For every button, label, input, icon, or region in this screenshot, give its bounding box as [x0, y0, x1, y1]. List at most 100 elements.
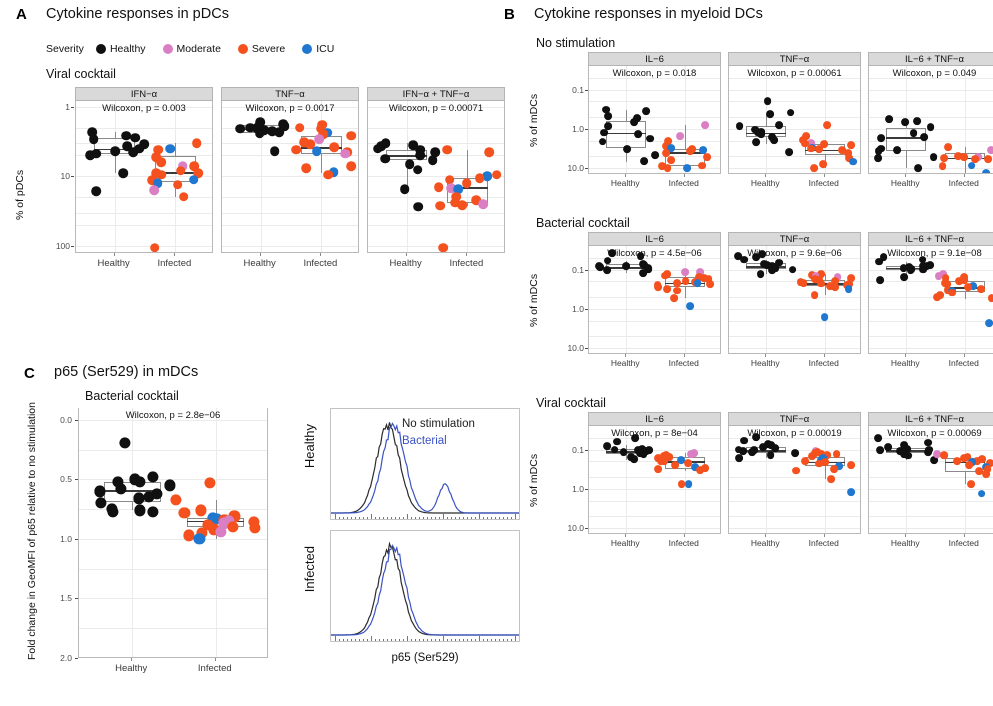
box-rect [886, 127, 927, 152]
axis-tick [443, 514, 444, 519]
axis-tick [407, 636, 408, 641]
gridline [589, 101, 720, 103]
gridline [729, 516, 860, 518]
gridline [589, 461, 720, 463]
x-tick-mark [466, 253, 468, 256]
data-point [658, 162, 667, 171]
data-point [899, 273, 908, 281]
data-point [661, 271, 670, 280]
data-point [810, 291, 819, 300]
y-tick-mark [71, 246, 74, 248]
y-tick-mark [585, 128, 588, 130]
gridline-vertical [175, 101, 177, 252]
x-tick-mark [405, 253, 407, 256]
histogram-trace [331, 541, 519, 636]
data-point [981, 469, 990, 478]
axis-tick [403, 638, 404, 641]
data-point [598, 137, 607, 146]
x-axis-label: Infected [808, 358, 839, 368]
data-point [913, 117, 921, 126]
axis-tick [379, 516, 380, 519]
data-point [893, 145, 902, 154]
gridline [869, 500, 993, 502]
facet-plot-area: Wilcoxon, p = 0.00069 [868, 426, 993, 534]
box-whisker [406, 143, 408, 150]
gridline [76, 106, 212, 108]
data-point [249, 522, 261, 534]
data-point [178, 507, 191, 519]
box-whisker [766, 136, 768, 144]
box-median-line [886, 137, 927, 139]
y-tick-label: 1.0 [572, 303, 584, 314]
facet-plot-area: Wilcoxon, p = 0.0017 [221, 101, 359, 253]
x-tick-mark [683, 174, 685, 177]
pvalue-label: Wilcoxon, p = 0.003 [102, 103, 186, 114]
axis-tick [491, 638, 492, 641]
data-point [602, 105, 611, 114]
data-point [247, 516, 260, 528]
gridline [76, 176, 212, 178]
data-point [671, 461, 680, 470]
data-point [660, 451, 669, 460]
x-tick-mark [259, 253, 261, 256]
legend-swatch-icu [302, 44, 313, 54]
data-point [450, 197, 461, 208]
gridline-vertical [114, 101, 116, 252]
axis-tick [463, 638, 464, 641]
panel-b-ylabel: % of mDCs [528, 273, 540, 327]
box-whisker [406, 160, 408, 190]
box-whisker [321, 153, 323, 174]
x-axis-label: Healthy [610, 178, 640, 188]
x-axis-label: Infected [668, 178, 699, 188]
data-point [699, 146, 708, 155]
facet-plot-area: Wilcoxon, p = 0.00071 [367, 101, 505, 253]
gridline [589, 269, 720, 271]
box-median-line [606, 132, 647, 134]
y-tick-mark [585, 527, 588, 529]
axis-tick [451, 638, 452, 641]
x-tick-mark [963, 174, 965, 177]
axis-tick [415, 638, 416, 641]
data-point [838, 146, 846, 155]
gridline [729, 128, 860, 130]
data-point [800, 456, 809, 465]
facet-strip: IL−6 + TNF−α [868, 232, 993, 246]
data-point [188, 174, 199, 185]
box-whisker [132, 502, 134, 511]
data-point [831, 283, 840, 292]
axis-tick [475, 516, 476, 519]
data-point [758, 250, 766, 258]
data-point [666, 156, 675, 165]
x-axis-label: Infected [668, 358, 699, 368]
facet-plot-area: Wilcoxon, p = 0.018 [588, 66, 721, 174]
y-tick-mark [585, 89, 588, 91]
data-point [954, 152, 963, 161]
axis-tick [515, 636, 516, 641]
data-point [906, 266, 915, 275]
x-tick-mark [174, 253, 176, 256]
data-point [196, 527, 208, 539]
data-point [706, 280, 715, 289]
x-tick-mark [963, 354, 965, 357]
data-point [91, 149, 101, 159]
gridline [589, 320, 720, 322]
data-point [150, 488, 163, 500]
gridline [589, 516, 720, 518]
data-point [933, 450, 942, 459]
data-point [682, 164, 691, 172]
data-point [192, 138, 202, 148]
data-point [404, 159, 415, 169]
gridline [368, 143, 504, 145]
box-whisker [175, 143, 177, 157]
gridline [589, 527, 720, 529]
gridline [869, 167, 993, 169]
axis-tick [451, 516, 452, 519]
data-point [399, 184, 410, 195]
data-point [826, 282, 834, 290]
gridline [869, 527, 993, 529]
data-point [766, 109, 774, 118]
axis-tick [427, 638, 428, 641]
data-point [767, 266, 776, 275]
data-point [644, 265, 652, 274]
data-point [294, 122, 305, 133]
